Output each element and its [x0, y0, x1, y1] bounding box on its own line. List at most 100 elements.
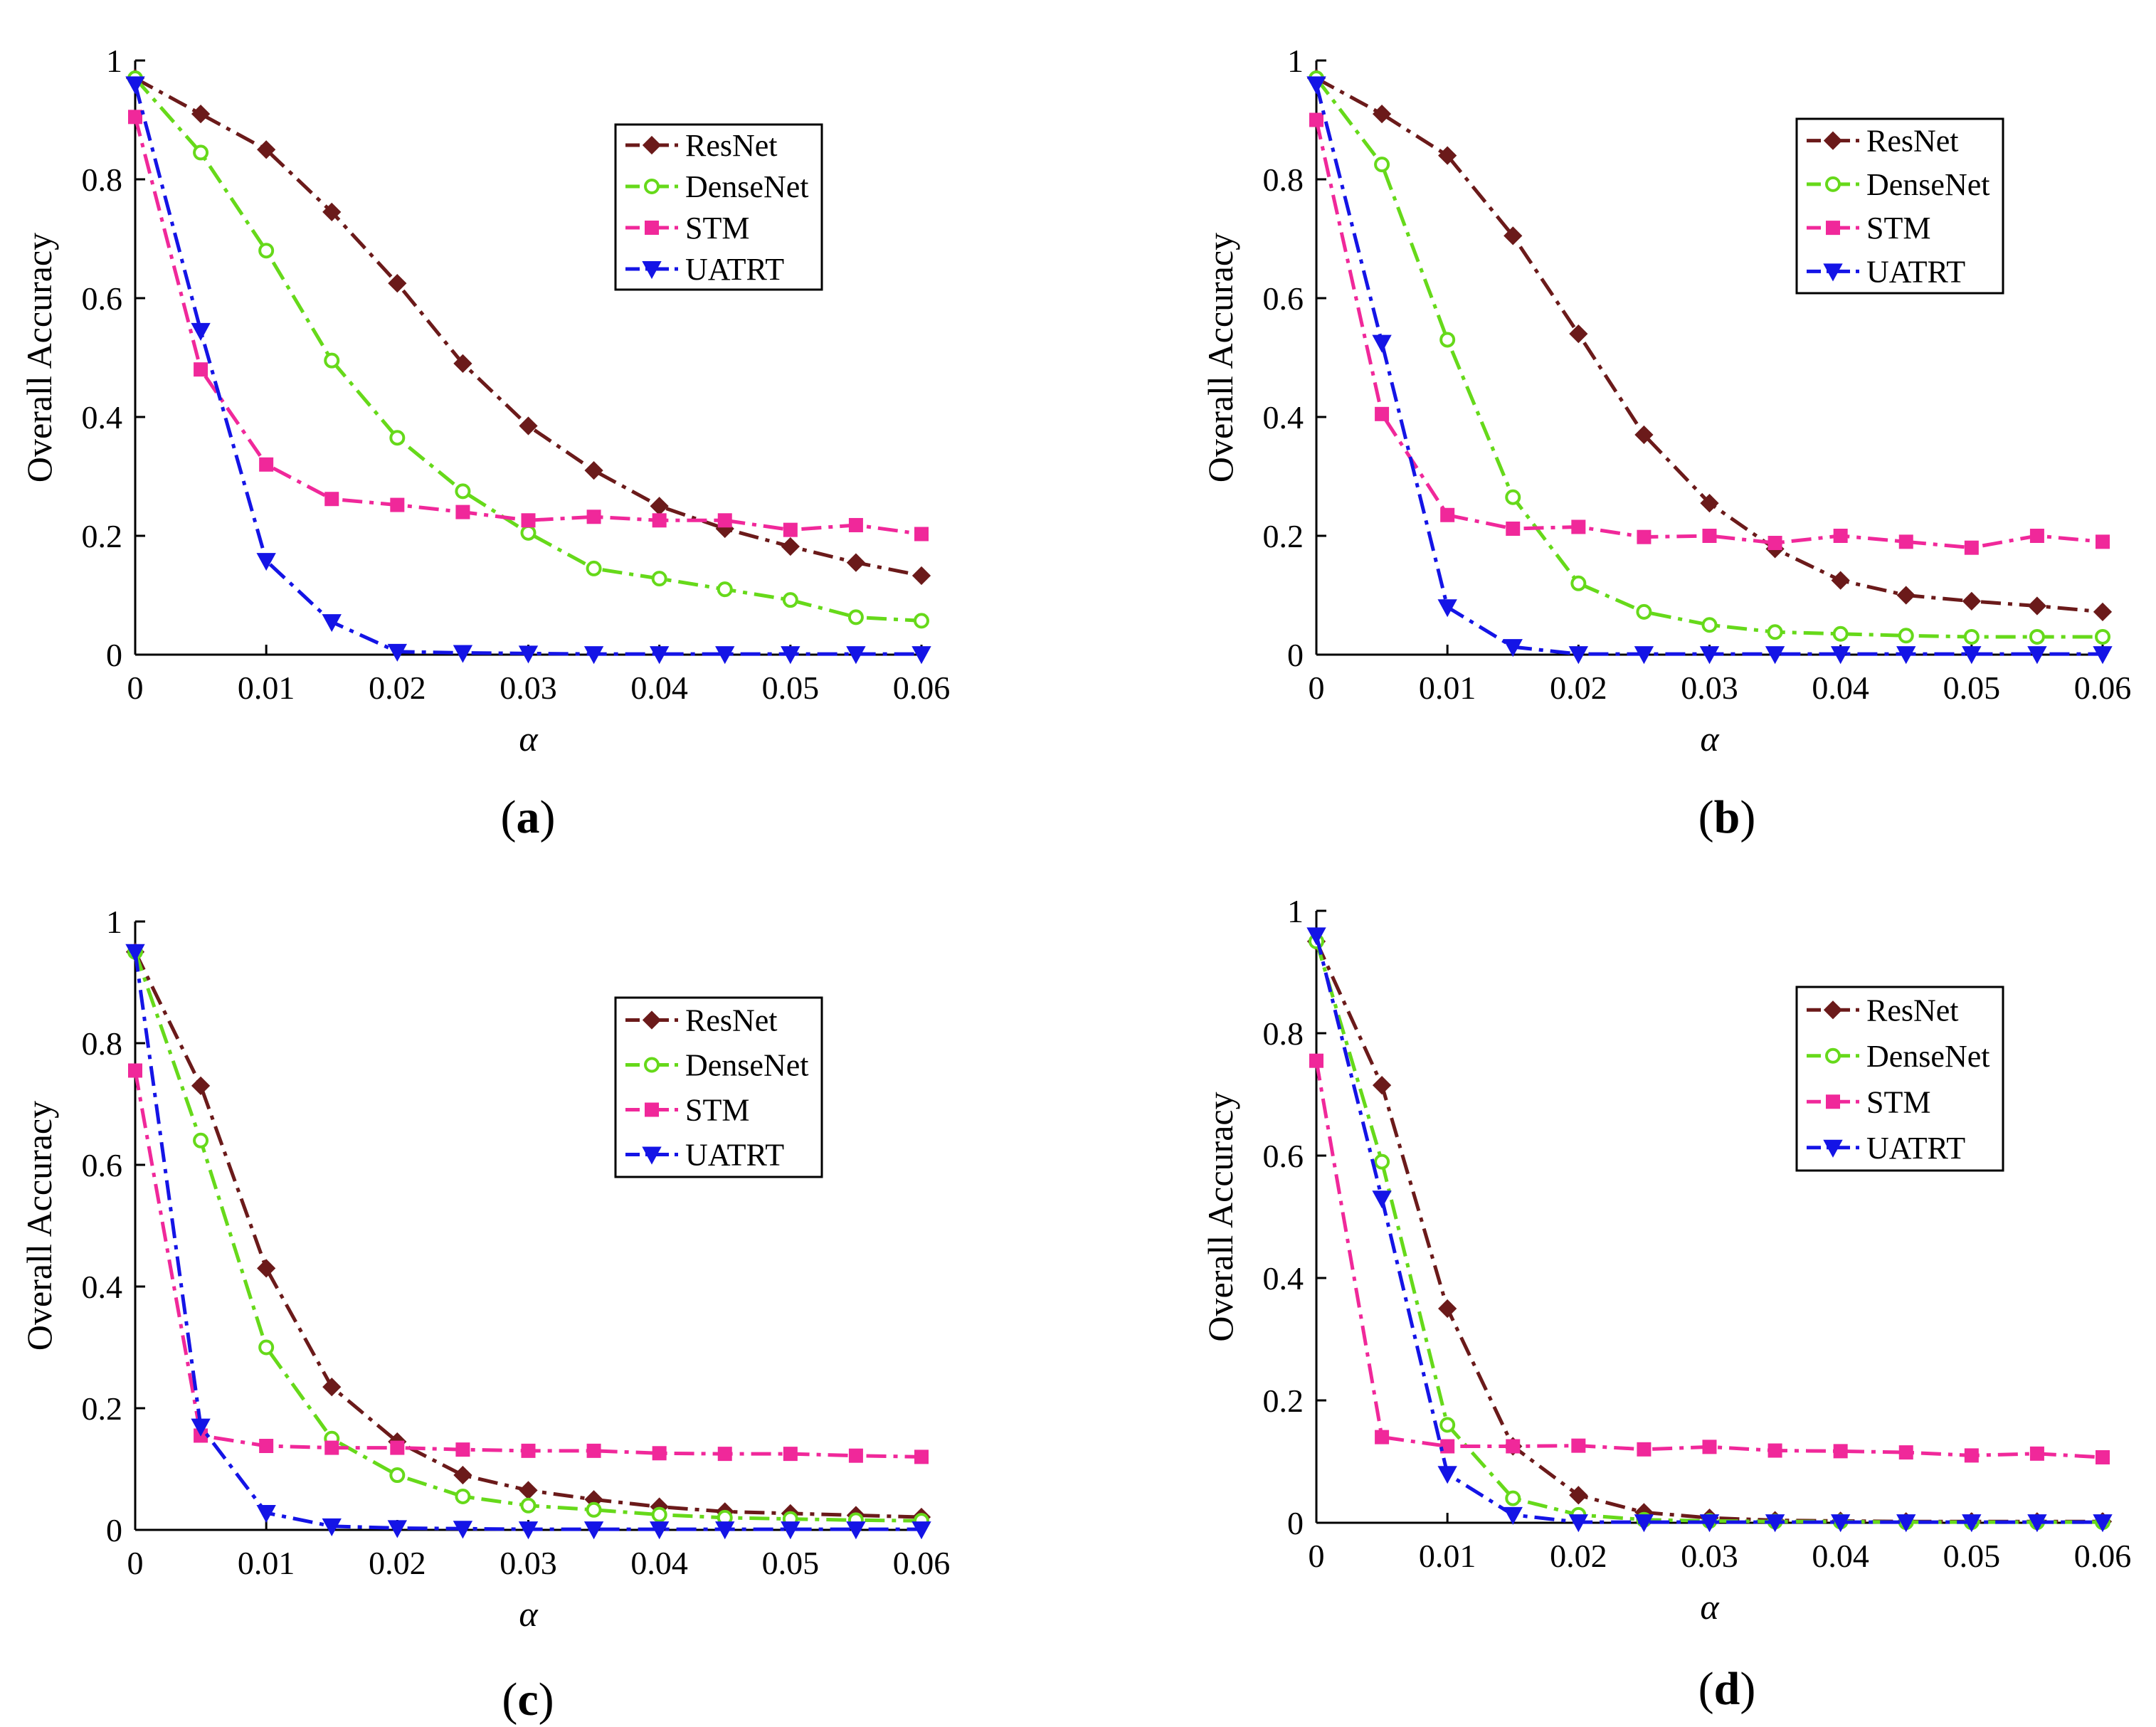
y-tick-label: 0.2 — [82, 518, 123, 554]
point-stm — [521, 513, 536, 528]
point-uatrt — [1896, 1514, 1916, 1533]
point-uatrt — [387, 1520, 408, 1538]
point-stm — [652, 1446, 667, 1461]
legend-label-resnet: ResNet — [1866, 124, 1959, 159]
point-densenet — [717, 581, 733, 598]
point-uatrt — [1765, 646, 1785, 665]
point-stm — [1898, 1445, 1913, 1460]
y-tick-label: 0 — [1287, 637, 1304, 673]
point-stm — [1964, 540, 1979, 555]
y-tick-label: 0.2 — [82, 1390, 123, 1427]
point-densenet — [455, 483, 471, 500]
point-densenet — [586, 560, 602, 576]
legend-marker-resnet — [1823, 131, 1843, 150]
point-resnet — [1896, 586, 1915, 605]
point-stm — [1833, 529, 1848, 543]
legend-label-densenet: DenseNet — [685, 169, 809, 204]
point-densenet — [651, 1506, 667, 1523]
legend-marker-uatrt — [642, 1146, 662, 1165]
x-tick-label: 0.03 — [1681, 1538, 1738, 1574]
point-uatrt — [1962, 646, 1982, 665]
x-tick-label: 0.05 — [1943, 670, 2001, 706]
point-uatrt — [846, 646, 866, 665]
legend: ResNet DenseNet STM UATRT — [1795, 986, 2004, 1172]
point-uatrt — [649, 1521, 670, 1540]
point-resnet — [191, 105, 211, 124]
point-uatrt — [1699, 646, 1720, 665]
point-stm — [1506, 521, 1521, 536]
point-resnet — [453, 354, 472, 373]
point-stm — [455, 1442, 470, 1457]
x-tick-label: 0.04 — [1812, 1538, 1869, 1574]
legend-label-uatrt: UATRT — [685, 1138, 784, 1173]
y-axis-title: Overall Accuracy — [19, 233, 59, 482]
y-tick-label: 0 — [106, 637, 122, 673]
legend-marker-uatrt — [642, 261, 662, 280]
point-uatrt — [191, 1418, 211, 1437]
point-uatrt — [453, 1521, 473, 1539]
y-tick-label: 0.6 — [82, 280, 123, 317]
x-tick-label: 0.03 — [500, 670, 557, 706]
point-uatrt — [1503, 1506, 1523, 1525]
point-stm — [2029, 529, 2044, 543]
legend-label-densenet: DenseNet — [1866, 167, 1990, 202]
legend: ResNet DenseNet STM UATRT — [614, 123, 823, 291]
x-tick-label: 0.06 — [2074, 1538, 2132, 1574]
point-stm — [783, 522, 798, 537]
point-stm — [324, 492, 339, 507]
point-resnet — [1634, 425, 1654, 445]
point-stm — [390, 497, 405, 512]
point-stm — [1833, 1444, 1848, 1459]
point-stm — [128, 1063, 142, 1078]
point-uatrt — [387, 643, 408, 662]
point-resnet — [1372, 105, 1392, 124]
point-densenet — [847, 609, 864, 625]
legend-marker-uatrt — [1823, 263, 1843, 282]
point-resnet — [322, 202, 342, 222]
legend-label-resnet: ResNet — [685, 128, 778, 163]
point-stm — [1898, 534, 1913, 549]
point-stm — [2096, 1449, 2110, 1464]
point-uatrt — [1962, 1514, 1982, 1533]
y-tick-label: 0.6 — [1263, 1138, 1304, 1174]
y-axis-title: Overall Accuracy — [1200, 233, 1240, 482]
point-uatrt — [1372, 1190, 1392, 1209]
point-uatrt — [1765, 1514, 1785, 1533]
legend: ResNet DenseNet STM UATRT — [1795, 117, 2004, 295]
point-densenet — [1439, 1417, 1456, 1433]
point-uatrt — [256, 1505, 276, 1523]
point-stm — [259, 457, 274, 472]
point-densenet — [324, 352, 340, 369]
point-stm — [914, 527, 929, 542]
point-uatrt — [191, 322, 211, 342]
point-resnet — [911, 566, 931, 586]
point-resnet — [846, 553, 866, 572]
point-resnet — [1569, 324, 1588, 344]
point-uatrt — [518, 1521, 539, 1540]
panel-b: 0 0.01 0.02 0.03 0.04 0.05 0.06 0 0.2 0.4 0.6 0.8 1 O… — [1200, 43, 2131, 843]
point-resnet — [519, 416, 538, 435]
point-densenet — [1963, 628, 1980, 645]
x-tick-label: 0.01 — [1419, 670, 1476, 706]
legend-label-stm: STM — [685, 1093, 749, 1128]
point-stm — [1702, 1440, 1717, 1454]
point-densenet — [193, 144, 209, 161]
point-stm — [1964, 1448, 1979, 1463]
legend-marker-uatrt — [1823, 1139, 1843, 1158]
x-tick-label: 0.03 — [500, 1545, 557, 1581]
point-resnet — [2093, 602, 2113, 622]
point-stm — [652, 513, 667, 528]
point-stm — [1767, 536, 1782, 551]
point-stm — [1309, 112, 1323, 127]
point-uatrt — [2093, 1514, 2113, 1533]
point-uatrt — [1568, 1514, 1589, 1533]
legend-label-uatrt: UATRT — [1866, 254, 1965, 289]
point-resnet — [388, 274, 407, 293]
x-axis-title: α — [519, 1594, 539, 1634]
point-resnet — [650, 497, 669, 516]
point-uatrt — [1503, 639, 1523, 657]
y-tick-label: 0.2 — [1263, 518, 1304, 554]
point-stm — [259, 1439, 274, 1454]
point-stm — [586, 509, 601, 524]
